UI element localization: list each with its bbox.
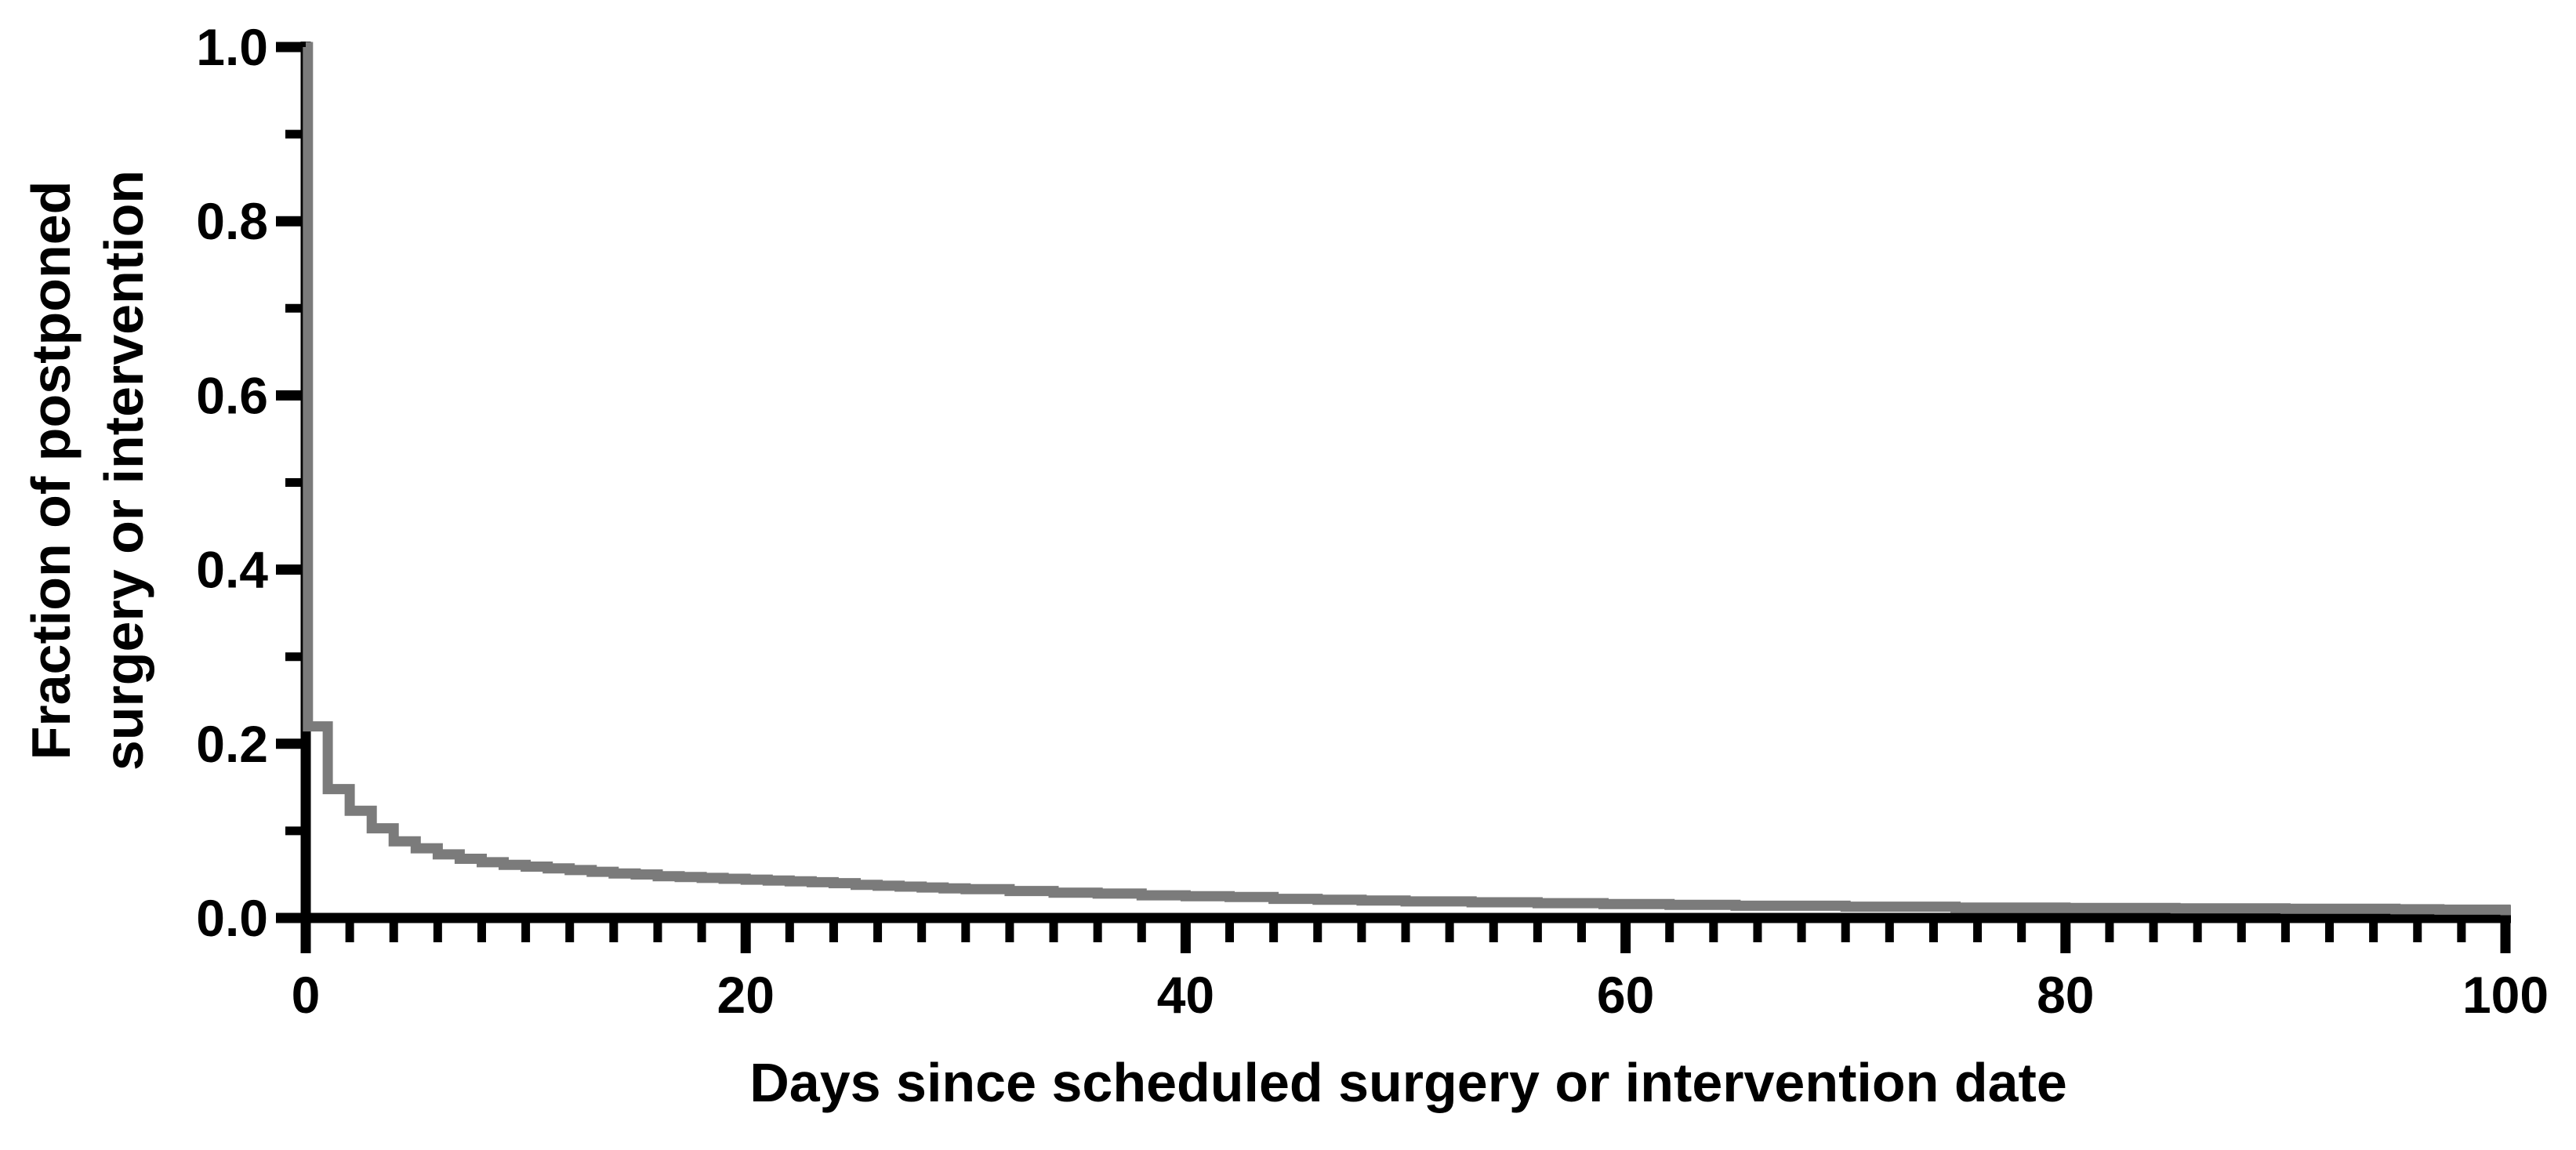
y-tick-label: 0.4 [196, 541, 268, 599]
y-tick-label: 1.0 [196, 18, 268, 76]
y-tick-label: 0.6 [196, 366, 268, 424]
y-tick-label: 0.8 [196, 192, 268, 250]
y-tick-label: 0.0 [196, 889, 268, 947]
x-tick-label: 80 [2037, 966, 2094, 1024]
x-tick-label: 60 [1597, 966, 1654, 1024]
x-axis-title: Days since scheduled surgery or interven… [749, 1052, 2067, 1113]
y-axis-title-line1: Fraction of postponed [20, 180, 82, 760]
x-tick-label: 20 [717, 966, 774, 1024]
x-tick-label: 100 [2462, 966, 2549, 1024]
x-tick-label: 40 [1157, 966, 1214, 1024]
y-axis-title: Fraction of postponed surgery or interve… [15, 170, 161, 771]
y-axis-title-line2: surgery or intervention [93, 169, 154, 771]
x-tick-label: 0 [292, 966, 321, 1024]
survival-curve [303, 42, 2511, 916]
y-tick-label: 0.2 [196, 715, 268, 773]
